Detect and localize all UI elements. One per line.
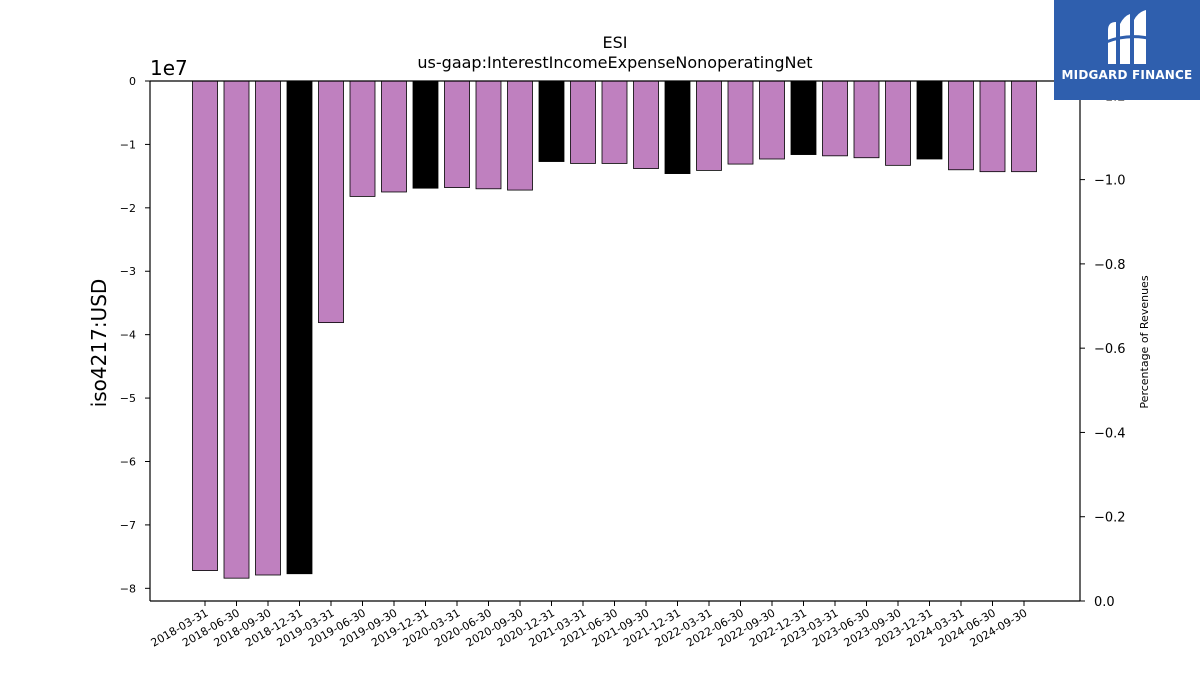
y2-tick-label: −0.6 — [1094, 342, 1126, 357]
y-tick-label: −6 — [120, 455, 136, 468]
bar-2022-06-30 — [727, 80, 754, 165]
y2-ticks-group: 0.0−0.2−0.4−0.6−0.8−1.0−1.2 — [1080, 89, 1126, 610]
bar-2019-06-30 — [349, 80, 376, 197]
bar-2021-09-30 — [633, 80, 659, 169]
bar-2023-12-31 — [916, 80, 943, 160]
y2-tick-label: −1.0 — [1094, 174, 1126, 189]
bar-2024-03-31 — [948, 80, 974, 171]
bar-2021-06-30 — [601, 80, 628, 164]
bars-group — [192, 80, 1037, 579]
y-tick-label: −8 — [120, 582, 136, 595]
bar-2024-06-30 — [979, 80, 1006, 173]
bar-2022-12-31 — [790, 80, 817, 155]
y-tick-label: −5 — [120, 392, 136, 405]
y2-tick-label: 0.0 — [1094, 595, 1115, 610]
bar-2019-09-30 — [381, 80, 407, 193]
y-tick-label: −4 — [120, 329, 136, 342]
bar-2022-09-30 — [759, 80, 785, 160]
bar-2018-09-30 — [255, 80, 281, 576]
x-ticks-group: 2018-03-312018-06-302018-09-302018-12-31… — [149, 601, 1030, 650]
y-tick-label: −1 — [120, 138, 136, 151]
y-multiplier-label: 1e7 — [150, 56, 188, 80]
y2-tick-label: −0.8 — [1094, 258, 1126, 273]
bar-2020-03-31 — [444, 80, 470, 188]
bar-2019-03-31 — [318, 80, 344, 324]
bar-2018-12-31 — [286, 80, 313, 575]
y-axis-label: iso4217:USD — [87, 279, 111, 408]
bar-2024-09-30 — [1011, 80, 1037, 173]
bar-2018-03-31 — [192, 80, 218, 571]
y2-axis-label: Percentage of Revenues — [1138, 275, 1151, 408]
bar-2020-06-30 — [475, 80, 502, 190]
midgard-logo-icon — [1105, 10, 1149, 64]
bar-2018-06-30 — [223, 80, 250, 579]
logo-text: MIDGARD FINANCE — [1061, 68, 1193, 82]
y-ticks-group: 0 −1 −2 −3 −4 −5 −6 −7 −8 — [120, 75, 150, 595]
chart-subtitle: us-gaap:InterestIncomeExpenseNonoperatin… — [417, 53, 812, 72]
bar-2023-03-31 — [822, 80, 848, 157]
bar-2023-09-30 — [885, 80, 911, 166]
bar-2019-12-31 — [412, 80, 439, 189]
bar-2020-12-31 — [538, 80, 565, 162]
y2-tick-label: −0.2 — [1094, 511, 1126, 526]
bar-2022-03-31 — [696, 80, 722, 171]
brand-logo: MIDGARD FINANCE — [1054, 0, 1200, 100]
y-tick-label: −2 — [120, 202, 136, 215]
bar-2021-12-31 — [664, 80, 691, 174]
y-tick-label: 0 — [129, 75, 136, 88]
y-tick-label: −3 — [120, 265, 136, 278]
y-tick-label: −7 — [120, 519, 136, 532]
chart-title: ESI — [603, 33, 628, 52]
y2-tick-label: −0.4 — [1094, 426, 1126, 441]
bar-2023-06-30 — [853, 80, 880, 159]
bar-2021-03-31 — [570, 80, 596, 164]
bar-2020-09-30 — [507, 80, 533, 191]
